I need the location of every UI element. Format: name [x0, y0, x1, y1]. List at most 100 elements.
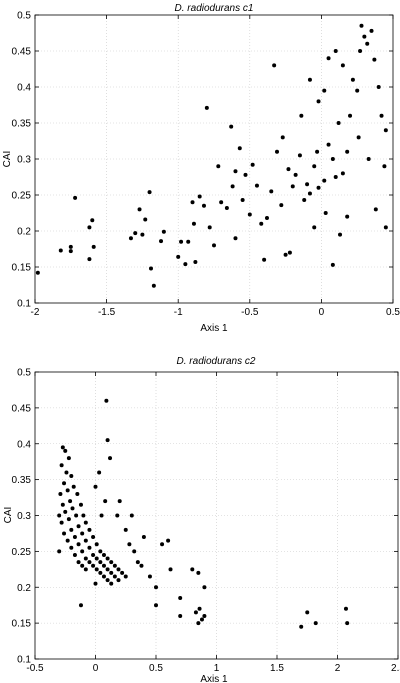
- data-point: [247, 212, 252, 217]
- data-point: [133, 231, 138, 236]
- data-point: [183, 262, 188, 267]
- y-tick-label: 0.3: [17, 511, 31, 522]
- data-point: [63, 448, 68, 453]
- data-point: [338, 232, 343, 237]
- data-point: [176, 254, 181, 259]
- data-point: [233, 236, 238, 241]
- data-point: [94, 556, 99, 561]
- data-point: [78, 502, 83, 507]
- data-point: [62, 481, 67, 486]
- data-point: [94, 542, 99, 547]
- y-tick-label: 0.15: [12, 263, 32, 274]
- data-point: [63, 509, 68, 514]
- data-point: [137, 207, 142, 212]
- data-point: [81, 513, 86, 518]
- data-point: [147, 574, 152, 579]
- data-point: [75, 491, 80, 496]
- data-point: [93, 581, 98, 586]
- data-point: [35, 270, 40, 275]
- data-point: [383, 225, 388, 230]
- data-point: [83, 567, 88, 572]
- data-point: [297, 153, 302, 158]
- data-point: [216, 164, 221, 169]
- data-point: [66, 456, 71, 461]
- data-point: [129, 513, 134, 518]
- data-point: [250, 162, 255, 167]
- data-point: [365, 41, 370, 46]
- data-point: [326, 56, 331, 61]
- data-point: [179, 239, 184, 244]
- data-point: [87, 545, 92, 550]
- data-point: [272, 63, 277, 68]
- x-tick-label: 0: [93, 663, 99, 674]
- scatter-plot-c1: D. radiodurans c1 CAI Axis 1 -2 -1.5 -1 -0.…: [2, 3, 400, 334]
- data-point: [101, 563, 106, 568]
- data-point: [207, 225, 212, 230]
- data-point: [316, 185, 321, 190]
- data-point: [219, 200, 224, 205]
- data-point: [109, 581, 114, 586]
- data-point: [117, 499, 122, 504]
- data-point: [105, 567, 110, 572]
- data-point: [83, 556, 88, 561]
- data-point: [91, 552, 96, 557]
- data-point: [76, 542, 81, 547]
- data-point: [229, 124, 234, 129]
- data-point: [264, 216, 269, 221]
- data-point: [58, 491, 63, 496]
- x-tick-label: 0.5: [149, 663, 163, 674]
- x-tick-label: 0.5: [386, 307, 400, 318]
- data-point: [336, 121, 341, 125]
- data-point: [343, 606, 348, 611]
- data-point: [109, 560, 114, 565]
- data-point: [345, 214, 350, 219]
- x-tick-label: -2: [31, 307, 40, 318]
- data-point: [290, 184, 295, 189]
- y-tick-label: 0.3: [17, 155, 31, 166]
- data-point: [148, 266, 153, 271]
- data-point: [57, 513, 62, 518]
- data-point: [190, 200, 195, 205]
- data-point: [199, 617, 204, 622]
- data-point: [254, 183, 259, 188]
- data-point: [68, 244, 73, 249]
- data-point: [305, 610, 310, 615]
- y-tick-label: 0.5: [17, 11, 31, 22]
- data-point: [348, 113, 353, 118]
- data-point: [240, 198, 245, 203]
- data-point: [101, 552, 106, 557]
- data-point: [60, 502, 65, 507]
- data-point: [74, 513, 79, 518]
- data-point: [66, 517, 71, 522]
- data-point: [178, 596, 183, 601]
- data-point: [80, 563, 85, 568]
- data-point: [340, 63, 345, 68]
- data-point: [312, 225, 317, 230]
- data-point: [313, 621, 318, 626]
- y-axis-label: CAI: [2, 151, 13, 168]
- x-axis-label: Axis 1: [200, 674, 228, 683]
- data-point: [202, 585, 207, 590]
- data-point: [259, 221, 264, 226]
- data-point: [69, 545, 74, 550]
- data-point: [76, 560, 81, 565]
- data-point: [190, 567, 195, 572]
- data-point: [376, 85, 381, 89]
- data-point: [104, 398, 109, 403]
- data-point: [93, 484, 98, 489]
- data-point: [350, 77, 355, 82]
- data-point: [97, 470, 102, 475]
- data-point: [154, 603, 158, 608]
- data-point: [105, 438, 110, 443]
- data-point: [112, 563, 117, 568]
- data-point: [333, 175, 338, 179]
- data-point: [98, 570, 103, 575]
- data-point: [62, 531, 67, 536]
- data-point: [293, 172, 298, 177]
- x-tick-label: 2: [335, 663, 341, 674]
- data-point: [59, 463, 64, 468]
- data-point: [366, 157, 371, 161]
- data-point: [98, 549, 103, 554]
- data-point: [101, 574, 106, 579]
